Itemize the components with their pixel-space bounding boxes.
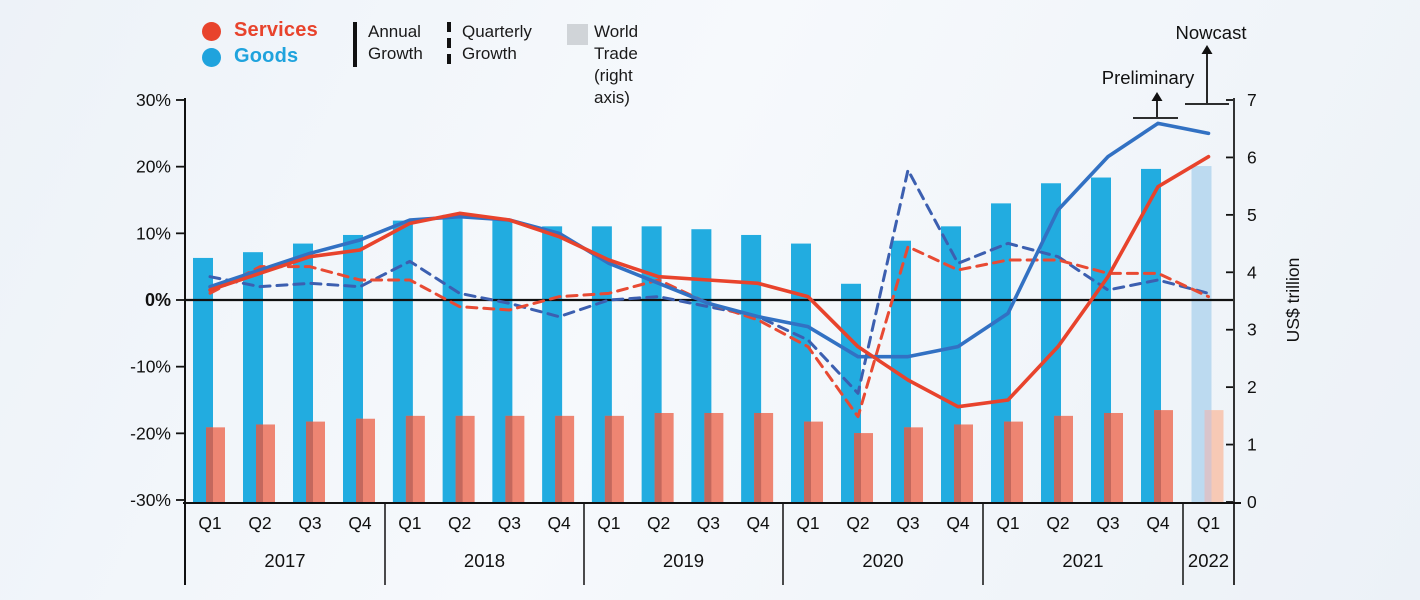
x-axis-quarter-label: Q1 (1197, 513, 1220, 533)
left-axis-tick-label: 0% (145, 290, 171, 310)
x-axis-quarter-label: Q2 (647, 513, 670, 533)
quarterly-growth-line1: Quarterly (462, 22, 532, 41)
bar-overlap (306, 421, 313, 502)
x-axis-quarter-label: Q3 (896, 513, 919, 533)
right-axis-tick-label: 0 (1247, 492, 1257, 512)
quarterly-growth-line-sample-icon (447, 22, 451, 68)
bar-overlap (206, 427, 213, 502)
bar-overlap (1004, 421, 1011, 502)
x-axis-year-label: 2020 (862, 550, 903, 571)
world-trade-legend-label: World Trade (right axis) (594, 21, 638, 109)
bar-overlap (1154, 410, 1161, 502)
goods-annual-growth-line (208, 121, 1211, 359)
left-axis-tick-label: -20% (130, 423, 171, 443)
x-axis-year-label: 2019 (663, 550, 704, 571)
annual-growth-line2: Growth (368, 44, 423, 63)
x-axis-quarter-label: Q1 (398, 513, 421, 533)
x-axis-quarter-label: Q1 (198, 513, 221, 533)
quarterly-growth-line2: Growth (462, 44, 517, 63)
bar-overlap (754, 412, 762, 502)
x-axis-quarter-label: Q3 (498, 513, 521, 533)
x-axis-quarter-label: Q4 (547, 513, 571, 533)
bar-overlap (704, 412, 712, 502)
x-axis-quarter-label: Q4 (1146, 513, 1170, 533)
services-legend-dot-icon (202, 22, 221, 41)
x-axis-quarter-label: Q2 (448, 513, 471, 533)
world-trade-line2: (right axis) (594, 66, 633, 107)
right-axis-tick-label: 2 (1247, 377, 1257, 397)
bar-overlap (555, 415, 563, 502)
left-axis-tick-label: 20% (136, 157, 171, 177)
x-axis-year-label: 2018 (464, 550, 505, 571)
bar-overlap (256, 424, 263, 502)
annual-growth-legend-label: Annual Growth (368, 21, 423, 65)
right-axis-tick-label: 1 (1247, 435, 1257, 455)
bar-overlap (804, 421, 811, 502)
annual-growth-line-sample-icon (353, 22, 357, 67)
preliminary-arrow-head-icon (1151, 92, 1163, 101)
bar-overlap (1204, 410, 1212, 502)
right-axis-tick-label: 5 (1247, 205, 1257, 225)
bar-overlap (1054, 415, 1061, 502)
bar-overlap (904, 427, 911, 502)
goods-legend-label: Goods (234, 45, 299, 67)
right-axis-tick-label: 4 (1247, 262, 1257, 282)
x-axis-quarter-label: Q3 (697, 513, 720, 533)
preliminary-annotation: Preliminary (1102, 67, 1195, 88)
bar-overlap (356, 418, 363, 502)
right-axis-tick-label: 6 (1247, 147, 1257, 167)
bar-overlap (954, 424, 961, 502)
goods-quarterly-growth-line (208, 168, 1210, 395)
services-legend-label: Services (234, 19, 318, 41)
right-axis-tick-label: 3 (1247, 320, 1257, 340)
x-axis-year-label: 2022 (1188, 550, 1229, 571)
x-axis-year-label: 2017 (264, 550, 305, 571)
annual-growth-line1: Annual (368, 22, 421, 41)
x-axis-quarter-label: Q2 (1046, 513, 1069, 533)
world-trade-line1: World Trade (594, 22, 639, 63)
x-axis-quarter-label: Q3 (1096, 513, 1119, 533)
bar-overlap (654, 412, 662, 502)
right-axis-title: US$ trillion (1283, 258, 1303, 343)
bar-overlap (604, 415, 612, 502)
services-quarterly-growth-line (208, 245, 1210, 419)
right-axis-tick-label: 7 (1247, 90, 1257, 110)
x-axis-quarter-label: Q2 (248, 513, 271, 533)
x-axis-quarter-label: Q1 (796, 513, 819, 533)
x-axis-year-label: 2021 (1062, 550, 1103, 571)
x-axis-quarter-label: Q2 (846, 513, 869, 533)
world-trade-swatch-icon (567, 24, 588, 45)
bar-overlap (405, 415, 413, 502)
x-axis-quarter-label: Q3 (298, 513, 321, 533)
services-annual-growth-line (208, 154, 1211, 409)
left-axis-tick-label: -30% (130, 490, 171, 510)
bar-overlap (1104, 412, 1111, 502)
bar-overlap (505, 415, 513, 502)
left-axis-tick-label: -10% (130, 357, 171, 377)
bar-overlap (854, 433, 861, 502)
quarterly-growth-legend-label: Quarterly Growth (462, 21, 532, 65)
x-axis-quarter-label: Q4 (946, 513, 970, 533)
nowcast-arrow-head-icon (1201, 45, 1213, 54)
x-axis-quarter-label: Q4 (348, 513, 372, 533)
x-axis-quarter-label: Q1 (597, 513, 620, 533)
nowcast-annotation: Nowcast (1176, 22, 1247, 43)
x-axis-quarter-label: Q4 (746, 513, 770, 533)
goods-legend-dot-icon (202, 48, 221, 67)
x-axis-quarter-label: Q1 (996, 513, 1019, 533)
left-axis-tick-label: 10% (136, 223, 171, 243)
bar-overlap (455, 415, 463, 502)
left-axis-tick-label: 30% (136, 90, 171, 110)
